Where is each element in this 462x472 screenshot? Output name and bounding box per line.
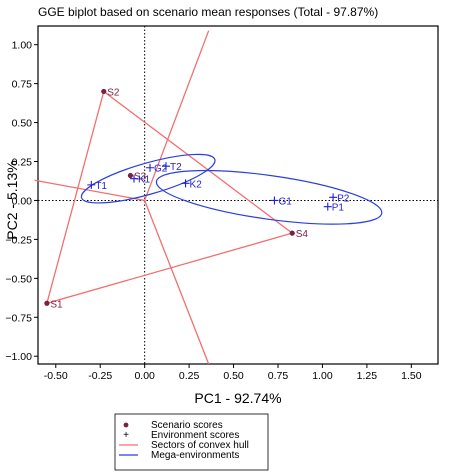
environment-label: T1 bbox=[95, 181, 107, 192]
environment-label: G1 bbox=[278, 196, 292, 207]
y-tick-label: 0.25 bbox=[12, 157, 33, 169]
legend-label-hull: Sectors of convex hull bbox=[151, 440, 249, 451]
x-tick-label: -0.25 bbox=[88, 370, 112, 382]
environment-point-t2: T2 bbox=[162, 162, 182, 173]
environment-label: P2 bbox=[337, 193, 350, 204]
scenario-dot bbox=[127, 172, 134, 179]
mega-environment-ellipse-2 bbox=[155, 169, 383, 225]
y-tick-label: 1.00 bbox=[12, 40, 33, 52]
environment-label: K2 bbox=[190, 179, 203, 190]
environment-label: G2 bbox=[154, 164, 168, 175]
hull-sector-ray-1 bbox=[144, 30, 210, 201]
legend: Scenario scores + Environment scores Sec… bbox=[114, 413, 269, 471]
hull-sector-ray-2 bbox=[34, 179, 145, 202]
mega-environment-ellipse-1 bbox=[80, 153, 216, 204]
environment-point-k2: K2 bbox=[181, 179, 203, 190]
chart-title: GGE biplot based on scenario mean respon… bbox=[38, 5, 378, 19]
environment-point-k1: K1 bbox=[130, 174, 151, 186]
environment-plus-marker bbox=[181, 179, 190, 188]
scenario-point-s2: S2 bbox=[101, 87, 120, 98]
y-tick-label: 0.50 bbox=[12, 118, 33, 130]
legend-dot-icon bbox=[123, 422, 129, 428]
x-tick-label: -0.50 bbox=[44, 370, 68, 382]
environment-point-p1: P1 bbox=[323, 202, 345, 214]
environment-plus-marker bbox=[323, 202, 332, 211]
environment-plus-marker bbox=[87, 180, 96, 189]
environment-point-g2: G2 bbox=[146, 164, 168, 175]
environment-plus-marker bbox=[162, 162, 170, 171]
legend-label-environment: Environment scores bbox=[151, 430, 239, 441]
scenario-point-s4: S4 bbox=[289, 229, 309, 240]
environment-label: K1 bbox=[138, 175, 151, 186]
scenario-point-s1: S1 bbox=[44, 299, 63, 310]
environment-plus-marker bbox=[270, 196, 279, 205]
y-tick-label: −1.00 bbox=[5, 351, 32, 363]
scenario-label: S1 bbox=[50, 299, 63, 310]
y-tick-label: −0.75 bbox=[5, 312, 32, 324]
x-tick-label: 0.75 bbox=[268, 370, 289, 382]
x-tick-label: 0.50 bbox=[223, 370, 244, 382]
legend-label-mega: Mega-environments bbox=[151, 450, 239, 461]
environment-point-g1: G1 bbox=[270, 196, 292, 207]
x-axis-label: PC1 - 92.74% bbox=[194, 390, 281, 406]
scenario-dot bbox=[289, 230, 295, 236]
y-tick-label: −0.25 bbox=[5, 234, 32, 246]
environment-label: T2 bbox=[170, 162, 182, 173]
environment-point-t1: T1 bbox=[87, 181, 107, 192]
y-axis-label: PC2 - 5.13% bbox=[4, 160, 20, 239]
environment-plus-marker bbox=[329, 193, 338, 202]
scenario-label: S4 bbox=[296, 229, 309, 240]
environment-label: P1 bbox=[332, 203, 345, 214]
x-axis-ticks: -0.50 -0.25 0.00 0.25 0.50 0.75 1.00 1.25 1.50 bbox=[44, 364, 422, 382]
x-tick-label: 1.00 bbox=[312, 370, 333, 382]
x-tick-label: 1.25 bbox=[357, 370, 378, 382]
x-tick-label: 0.00 bbox=[134, 370, 155, 382]
scenario-label: S3 bbox=[134, 172, 147, 183]
convex-hull bbox=[45, 90, 294, 305]
plot-frame bbox=[37, 25, 439, 365]
hull-sector-ray-3 bbox=[144, 200, 210, 365]
scenario-dot bbox=[44, 300, 50, 306]
environment-plus-marker bbox=[146, 163, 154, 172]
y-tick-label: 0.00 bbox=[12, 195, 33, 207]
x-tick-label: 1.50 bbox=[401, 370, 422, 382]
scenario-dot bbox=[101, 88, 107, 95]
scenario-label: S2 bbox=[107, 87, 120, 98]
y-tick-label: −0.50 bbox=[5, 273, 32, 285]
x-tick-label: 0.25 bbox=[179, 370, 200, 382]
scenario-point-s3: S3 bbox=[127, 172, 147, 183]
legend-label-scenario: Scenario scores bbox=[151, 420, 223, 431]
y-tick-label: 0.75 bbox=[12, 79, 33, 91]
legend-box bbox=[114, 413, 269, 471]
y-axis-ticks: 1.00 0.75 0.50 0.25 0.00 −0.25 −0.50 −0.75 −1.00 bbox=[5, 40, 38, 363]
environment-plus-marker bbox=[130, 174, 138, 183]
legend-plus-icon: + bbox=[123, 430, 129, 441]
environment-point-p2: P2 bbox=[329, 193, 350, 204]
